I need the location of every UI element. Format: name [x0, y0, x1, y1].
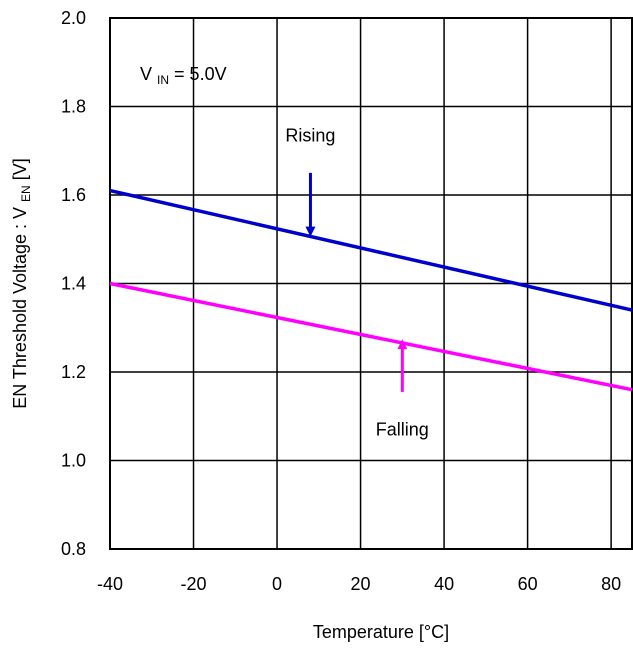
y-tick-label: 1.6	[61, 185, 86, 205]
x-tick-label: 40	[434, 574, 454, 594]
y-tick-label: 0.8	[61, 539, 86, 559]
condition-subscript: IN	[157, 73, 169, 87]
condition-annotation: V IN = 5.0V	[140, 64, 227, 88]
y-axis-label-main: EN Threshold Voltage : V	[10, 207, 30, 409]
y-tick-label: 1.4	[61, 274, 86, 294]
y-tick-label: 2.0	[61, 8, 86, 28]
series-label-falling: Falling	[376, 420, 429, 440]
condition-rest: = 5.0V	[174, 64, 227, 84]
series-line-falling	[109, 281, 633, 392]
y-axis-label-subscript: EN	[19, 185, 33, 202]
x-tick-label: -40	[97, 574, 123, 594]
x-tick-label: 60	[518, 574, 538, 594]
tick-labels: -40 -20 0 20 40 60 80 0.8 1.0 1.2 1.4 1.6 1.8 2.0	[61, 8, 621, 594]
series-line-rising	[109, 188, 633, 312]
y-tick-label: 1.0	[61, 451, 86, 471]
grid	[109, 17, 632, 550]
x-tick-label: 80	[601, 574, 621, 594]
y-axis-label: EN Threshold Voltage : V EN [V]	[10, 158, 34, 409]
series-label-rising: Rising	[285, 125, 335, 145]
y-axis-label-tail: [V]	[10, 158, 30, 180]
x-tick-label: -20	[181, 574, 207, 594]
x-tick-label: 20	[351, 574, 371, 594]
x-tick-label: 0	[272, 574, 282, 594]
y-tick-label: 1.2	[61, 362, 86, 382]
condition-symbol: V	[140, 64, 152, 84]
x-axis-label: Temperature [°C]	[313, 622, 449, 642]
y-tick-label: 1.8	[61, 97, 86, 117]
series-layer: Rising Falling	[109, 125, 633, 440]
